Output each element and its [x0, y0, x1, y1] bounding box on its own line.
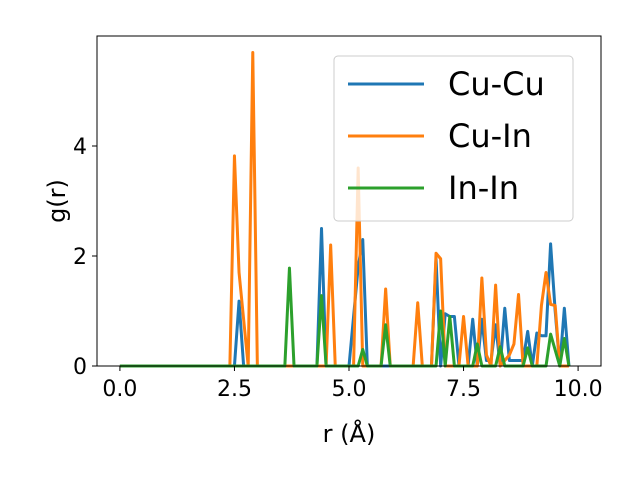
x-tick-label: 2.5	[217, 377, 252, 402]
legend-entries: Cu-Cu Cu-In In-In	[348, 65, 545, 207]
legend-label-cu-cu: Cu-Cu	[448, 65, 545, 103]
x-tick-label: 10.0	[554, 377, 603, 402]
series-line-in-in	[119, 266, 571, 368]
x-tick-label: 0.0	[102, 377, 137, 402]
x-tick-label: 5.0	[332, 377, 367, 402]
legend-label-in-in: In-In	[448, 169, 519, 207]
x-tick-label: 7.5	[446, 377, 481, 402]
y-axis-label: g(r)	[43, 179, 71, 223]
y-tick-label: 4	[73, 135, 87, 160]
y-tick-label: 0	[73, 355, 87, 380]
x-axis-ticks: 0.0 2.5 5.0 7.5 10.0	[102, 366, 603, 402]
series-line-cu-cu	[119, 227, 571, 368]
y-axis-ticks: 0 2 4	[73, 135, 97, 380]
y-tick-label: 2	[73, 245, 87, 270]
legend: Cu-Cu Cu-In In-In	[333, 55, 574, 222]
legend-label-cu-in: Cu-In	[448, 117, 532, 155]
x-axis-label: r (Å)	[323, 419, 376, 448]
legend-box	[333, 55, 574, 222]
